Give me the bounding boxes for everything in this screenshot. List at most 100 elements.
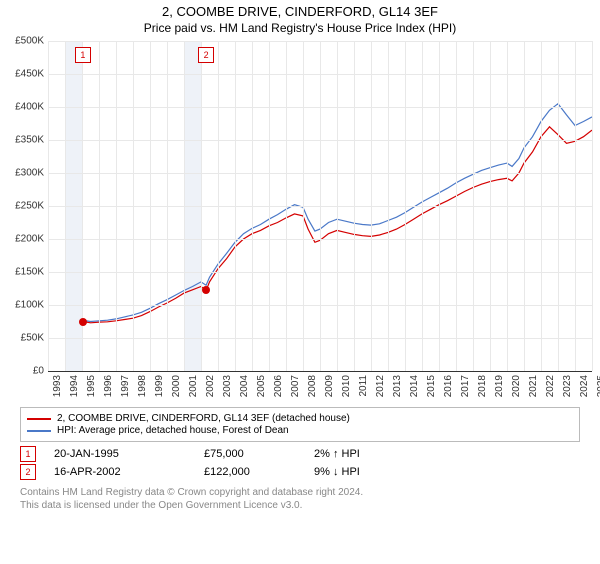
x-gridline — [303, 41, 304, 371]
x-gridline — [592, 41, 593, 371]
x-gridline — [439, 41, 440, 371]
x-gridline — [558, 41, 559, 371]
y-tick-label: £200K — [15, 234, 48, 245]
x-gridline — [473, 41, 474, 371]
x-tick-label: 2016 — [443, 375, 454, 397]
sale-date: 20-JAN-1995 — [54, 448, 204, 460]
x-gridline — [388, 41, 389, 371]
x-tick-label: 2002 — [205, 375, 216, 397]
x-gridline — [184, 41, 185, 371]
sale-price: £122,000 — [204, 466, 314, 478]
y-tick-label: £50K — [21, 333, 48, 344]
x-gridline — [99, 41, 100, 371]
x-tick-label: 2018 — [477, 375, 488, 397]
x-tick-label: 1995 — [86, 375, 97, 397]
sale-info-marker: 1 — [20, 446, 36, 462]
x-gridline — [507, 41, 508, 371]
x-gridline — [354, 41, 355, 371]
sale-hpi-delta: 9% ↓ HPI — [314, 466, 360, 478]
x-gridline — [116, 41, 117, 371]
y-tick-label: £250K — [15, 201, 48, 212]
x-tick-label: 2017 — [460, 375, 471, 397]
x-gridline — [524, 41, 525, 371]
sale-info-marker: 2 — [20, 464, 36, 480]
x-tick-label: 2009 — [324, 375, 335, 397]
footer-line1: Contains HM Land Registry data © Crown c… — [20, 486, 580, 499]
y-tick-label: £100K — [15, 300, 48, 311]
sale-info-row: 1 20-JAN-1995£75,0002% ↑ HPI — [20, 446, 580, 462]
x-gridline — [218, 41, 219, 371]
legend-label: HPI: Average price, detached house, Fore… — [57, 425, 289, 436]
x-tick-label: 2023 — [562, 375, 573, 397]
x-tick-label: 1996 — [103, 375, 114, 397]
x-tick-label: 2013 — [392, 375, 403, 397]
x-tick-label: 2008 — [307, 375, 318, 397]
legend-swatch — [27, 418, 51, 420]
x-tick-label: 2011 — [358, 375, 369, 397]
x-gridline — [201, 41, 202, 371]
y-tick-label: £400K — [15, 102, 48, 113]
y-tick-label: £0 — [33, 366, 48, 377]
chart-subtitle: Price paid vs. HM Land Registry's House … — [0, 21, 600, 35]
chart-title: 2, COOMBE DRIVE, CINDERFORD, GL14 3EF — [0, 4, 600, 19]
sales-info: 1 20-JAN-1995£75,0002% ↑ HPI 2 16-APR-2002£… — [20, 446, 580, 480]
sale-date: 16-APR-2002 — [54, 466, 204, 478]
x-tick-label: 1997 — [120, 375, 131, 397]
x-tick-label: 1999 — [154, 375, 165, 397]
x-gridline — [48, 41, 49, 371]
sale-hpi-delta: 2% ↑ HPI — [314, 448, 360, 460]
x-tick-label: 2014 — [409, 375, 420, 397]
x-tick-label: 2020 — [511, 375, 522, 397]
x-tick-label: 2004 — [239, 375, 250, 397]
x-gridline — [337, 41, 338, 371]
x-tick-label: 1998 — [137, 375, 148, 397]
x-gridline — [456, 41, 457, 371]
x-gridline — [150, 41, 151, 371]
x-gridline — [371, 41, 372, 371]
footer-line2: This data is licensed under the Open Gov… — [20, 499, 580, 512]
x-gridline — [405, 41, 406, 371]
sale-marker-dot — [202, 286, 210, 294]
x-tick-label: 2015 — [426, 375, 437, 397]
legend-box: 2, COOMBE DRIVE, CINDERFORD, GL14 3EF (d… — [20, 407, 580, 442]
x-gridline — [235, 41, 236, 371]
x-tick-label: 2007 — [290, 375, 301, 397]
x-gridline — [252, 41, 253, 371]
x-tick-label: 2010 — [341, 375, 352, 397]
legend-item: 2, COOMBE DRIVE, CINDERFORD, GL14 3EF (d… — [27, 413, 573, 424]
x-gridline — [320, 41, 321, 371]
sale-info-row: 2 16-APR-2002£122,0009% ↓ HPI — [20, 464, 580, 480]
x-tick-label: 2000 — [171, 375, 182, 397]
x-tick-label: 2012 — [375, 375, 386, 397]
y-tick-label: £450K — [15, 69, 48, 80]
x-gridline — [286, 41, 287, 371]
x-tick-label: 2019 — [494, 375, 505, 397]
sale-price: £75,000 — [204, 448, 314, 460]
y-tick-label: £500K — [15, 36, 48, 47]
x-gridline — [541, 41, 542, 371]
y-tick-label: £150K — [15, 267, 48, 278]
x-gridline — [65, 41, 66, 371]
x-tick-label: 2001 — [188, 375, 199, 397]
x-tick-label: 2006 — [273, 375, 284, 397]
legend-label: 2, COOMBE DRIVE, CINDERFORD, GL14 3EF (d… — [57, 413, 350, 424]
x-tick-label: 2003 — [222, 375, 233, 397]
y-tick-label: £350K — [15, 135, 48, 146]
x-tick-label: 2022 — [545, 375, 556, 397]
footer-attribution: Contains HM Land Registry data © Crown c… — [20, 486, 580, 512]
x-gridline — [167, 41, 168, 371]
x-tick-label: 2005 — [256, 375, 267, 397]
sale-marker-label: 2 — [198, 47, 214, 63]
x-tick-label: 2025 — [596, 375, 600, 397]
legend-swatch — [27, 430, 51, 432]
chart-area: £0£50K£100K£150K£200K£250K£300K£350K£400… — [48, 41, 592, 401]
x-gridline — [575, 41, 576, 371]
x-gridline — [422, 41, 423, 371]
x-gridline — [133, 41, 134, 371]
y-tick-label: £300K — [15, 168, 48, 179]
sale-marker-dot — [79, 318, 87, 326]
x-tick-label: 1994 — [69, 375, 80, 397]
x-tick-label: 1993 — [52, 375, 63, 397]
x-tick-label: 2021 — [528, 375, 539, 397]
legend-item: HPI: Average price, detached house, Fore… — [27, 425, 573, 436]
